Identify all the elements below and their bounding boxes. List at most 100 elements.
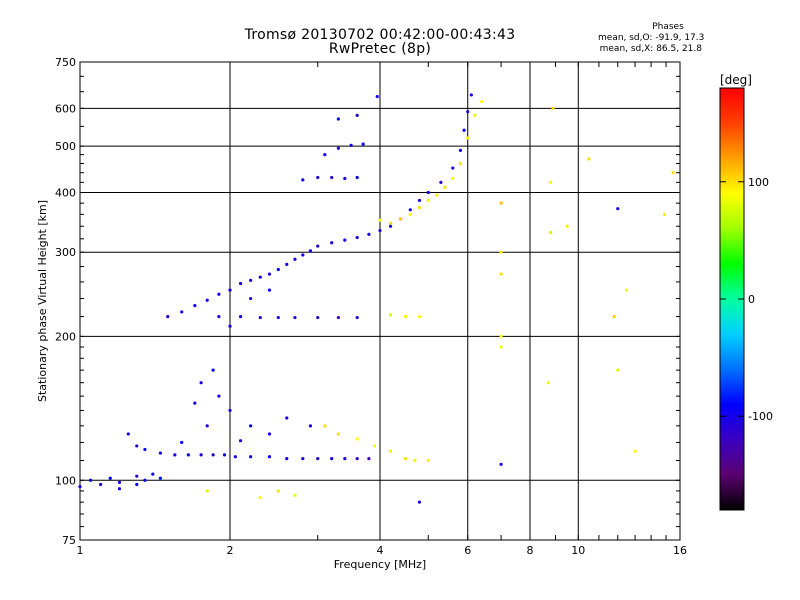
- data-point: [616, 207, 620, 211]
- data-point: [499, 345, 503, 349]
- data-point: [388, 224, 393, 228]
- data-point: [308, 424, 313, 428]
- data-point: [466, 110, 470, 114]
- data-point: [211, 368, 215, 372]
- data-point: [211, 453, 215, 457]
- data-point: [355, 175, 359, 180]
- y-tick-label: 600: [55, 102, 76, 115]
- data-point: [499, 272, 503, 276]
- data-point: [408, 212, 412, 216]
- data-point: [293, 257, 297, 261]
- y-tick-label: 100: [55, 474, 76, 487]
- data-point: [267, 455, 272, 459]
- data-point: [258, 495, 262, 500]
- colorbar-tick-label: -100: [748, 410, 773, 423]
- data-point: [426, 458, 430, 463]
- data-point: [473, 113, 477, 117]
- data-point: [293, 315, 297, 320]
- data-point: [551, 106, 555, 110]
- data-point: [285, 457, 289, 461]
- data-point: [143, 447, 147, 452]
- y-axis-label: Stationary phase Virtual Height [km]: [36, 200, 49, 402]
- data-point: [135, 474, 139, 478]
- data-point: [308, 249, 313, 253]
- data-point: [166, 315, 170, 319]
- data-point: [355, 457, 359, 461]
- data-point: [233, 455, 237, 459]
- data-point: [276, 267, 280, 272]
- data-point: [439, 180, 443, 184]
- data-point: [99, 482, 103, 487]
- data-point: [469, 93, 473, 97]
- data-point: [323, 424, 327, 428]
- data-point: [249, 424, 253, 428]
- data-point: [480, 99, 484, 104]
- data-point: [662, 212, 667, 216]
- data-point: [499, 462, 503, 466]
- data-point: [355, 315, 359, 320]
- data-point: [355, 437, 359, 441]
- data-point: [135, 482, 139, 487]
- data-point: [238, 439, 243, 443]
- data-point: [293, 493, 297, 497]
- data-point: [238, 281, 243, 286]
- data-point: [378, 228, 382, 233]
- data-point: [388, 449, 393, 453]
- y-tick-label: 300: [55, 246, 76, 259]
- data-point: [549, 180, 553, 184]
- data-point: [549, 230, 553, 235]
- data-point: [587, 157, 591, 161]
- data-point: [276, 315, 280, 320]
- data-point: [624, 288, 629, 292]
- data-point: [426, 190, 430, 195]
- data-point: [186, 453, 190, 457]
- data-point: [355, 235, 359, 240]
- x-tick-label: 1: [77, 544, 84, 557]
- colorbar-tick-label: 0: [748, 293, 755, 306]
- data-point: [336, 432, 340, 436]
- data-point: [258, 275, 262, 279]
- data-point: [372, 444, 377, 448]
- data-point: [330, 241, 334, 245]
- colorbar-label: [deg]: [720, 73, 752, 87]
- chart-title: Tromsø 20130702 00:42:00-00:43:43: [244, 27, 516, 43]
- data-point: [499, 201, 503, 205]
- phase-stats-x: mean, sd,X: 86.5, 21.8: [599, 44, 702, 54]
- data-point: [143, 478, 147, 482]
- data-point: [267, 272, 272, 276]
- data-point: [403, 457, 408, 461]
- data-point: [417, 500, 422, 504]
- colorbar-tick-label: 100: [748, 176, 769, 189]
- data-point: [126, 432, 130, 436]
- data-point: [435, 193, 439, 197]
- data-point: [616, 368, 620, 372]
- y-tick-label: 750: [55, 56, 76, 69]
- data-point: [451, 176, 455, 181]
- data-point: [173, 453, 177, 457]
- data-point: [180, 310, 184, 314]
- data-point: [330, 175, 334, 180]
- data-point: [108, 476, 112, 480]
- data-point: [336, 146, 340, 150]
- data-point: [249, 278, 253, 282]
- data-point: [330, 457, 334, 461]
- data-point: [117, 480, 122, 484]
- data-point: [367, 232, 371, 236]
- data-point: [316, 244, 320, 248]
- data-point: [343, 238, 347, 242]
- data-point: [117, 487, 122, 491]
- x-tick-label: 16: [673, 544, 687, 557]
- data-point: [343, 176, 347, 181]
- data-point: [276, 489, 280, 493]
- data-point: [217, 292, 221, 296]
- data-point: [316, 457, 320, 461]
- data-point: [316, 315, 320, 320]
- data-point: [258, 315, 262, 320]
- data-point: [458, 148, 463, 152]
- data-point: [378, 218, 382, 222]
- y-tick-label: 75: [62, 534, 76, 547]
- data-point: [499, 334, 503, 338]
- data-point: [462, 128, 466, 132]
- data-point: [349, 143, 353, 147]
- data-point: [222, 453, 227, 457]
